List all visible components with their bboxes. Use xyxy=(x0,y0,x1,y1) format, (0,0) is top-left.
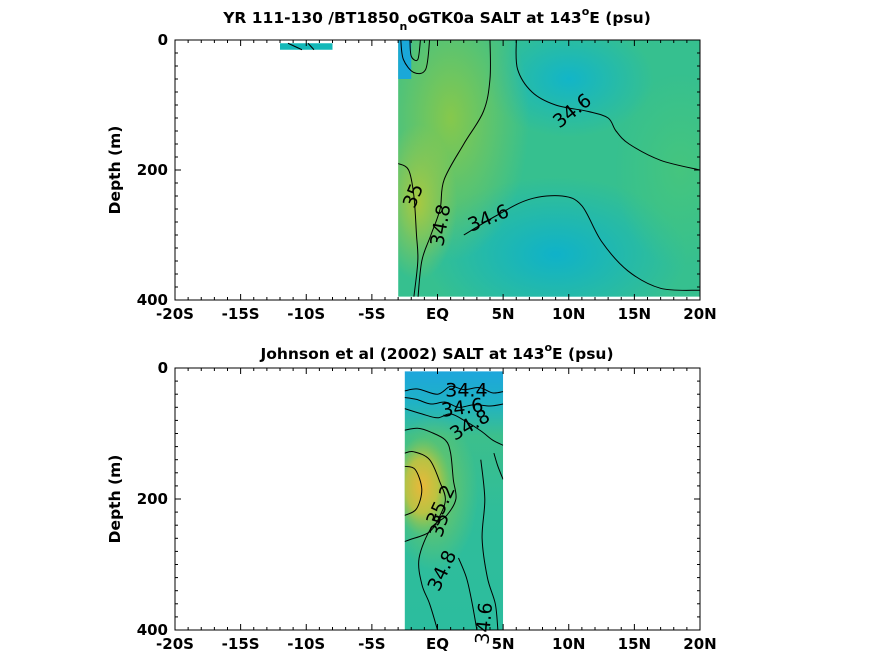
axis-ticks: -20S -15S -10S -5S EQ 5N 10N 15N 20N 0 200 400 xyxy=(137,31,717,323)
chart-title: Johnson et al (2002) SALT at 143oE (psu) xyxy=(259,341,613,363)
contour-line xyxy=(404,427,457,630)
chart-title: YR 111-130 /BT1850noGTK0a SALT at 143oE … xyxy=(222,5,651,33)
salinity-maximum xyxy=(404,436,451,536)
axis-ticks: -20S -15S -10S -5S EQ 5N 10N 15N 20N 0 200 400 xyxy=(137,359,717,653)
x-tick-label: 20N xyxy=(683,635,716,653)
salinity-field xyxy=(404,371,504,630)
y-axis-label: Depth (m) xyxy=(106,455,124,544)
x-tick-label: -5S xyxy=(358,305,385,323)
x-tick-label: 15N xyxy=(618,305,651,323)
x-tick-label: -15S xyxy=(222,635,260,653)
contour-line xyxy=(404,408,504,446)
x-tick-label: -5S xyxy=(358,635,385,653)
contour-line xyxy=(404,465,423,516)
contour-line xyxy=(463,195,700,291)
panel-model: YR 111-130 /BT1850noGTK0a SALT at 143oE … xyxy=(106,5,717,323)
x-tick-label: 5N xyxy=(492,635,515,653)
contour-line xyxy=(404,397,504,408)
y-tick-label: 200 xyxy=(137,161,168,179)
surface-patch-fill xyxy=(280,43,333,50)
contour-line xyxy=(409,40,421,62)
salty-core xyxy=(398,124,458,281)
fresh-surface-strip xyxy=(398,40,412,79)
x-tick-label: 5N xyxy=(492,305,515,323)
x-tick-label: -15S xyxy=(222,305,260,323)
panel-observed: Johnson et al (2002) SALT at 143oE (psu)… xyxy=(106,341,717,653)
contour-line xyxy=(480,459,499,630)
salinity-field xyxy=(398,40,700,297)
y-tick-label: 200 xyxy=(137,490,168,508)
x-tick-label: 15N xyxy=(618,635,651,653)
contour-line xyxy=(493,452,504,480)
salty-east xyxy=(614,72,700,268)
y-tick-label: 0 xyxy=(158,31,168,49)
contour-line xyxy=(515,40,700,171)
x-tick-label: EQ xyxy=(426,305,449,323)
y-tick-label: 400 xyxy=(137,621,168,639)
x-tick-label: EQ xyxy=(426,635,449,653)
y-tick-label: 400 xyxy=(137,291,168,309)
x-tick-label: 10N xyxy=(552,305,585,323)
x-tick-label: -20S xyxy=(156,305,194,323)
x-tick-label: -20S xyxy=(156,635,194,653)
contour-line xyxy=(398,163,419,297)
contour-line xyxy=(404,385,504,395)
contour-line xyxy=(400,40,431,75)
y-axis-label: Depth (m) xyxy=(106,126,124,215)
contour-label: 34.4 xyxy=(445,379,487,401)
contour-line xyxy=(287,42,315,51)
x-tick-label: -10S xyxy=(287,305,325,323)
y-tick-label: 0 xyxy=(158,359,168,377)
x-tick-label: -10S xyxy=(287,635,325,653)
contour-line xyxy=(404,451,446,543)
contour-line xyxy=(458,557,478,630)
contour-label: 34.6 xyxy=(471,601,497,645)
x-tick-label: 10N xyxy=(552,635,585,653)
surface-patch xyxy=(280,42,333,51)
x-tick-label: 20N xyxy=(683,305,716,323)
contour-line xyxy=(417,40,491,297)
